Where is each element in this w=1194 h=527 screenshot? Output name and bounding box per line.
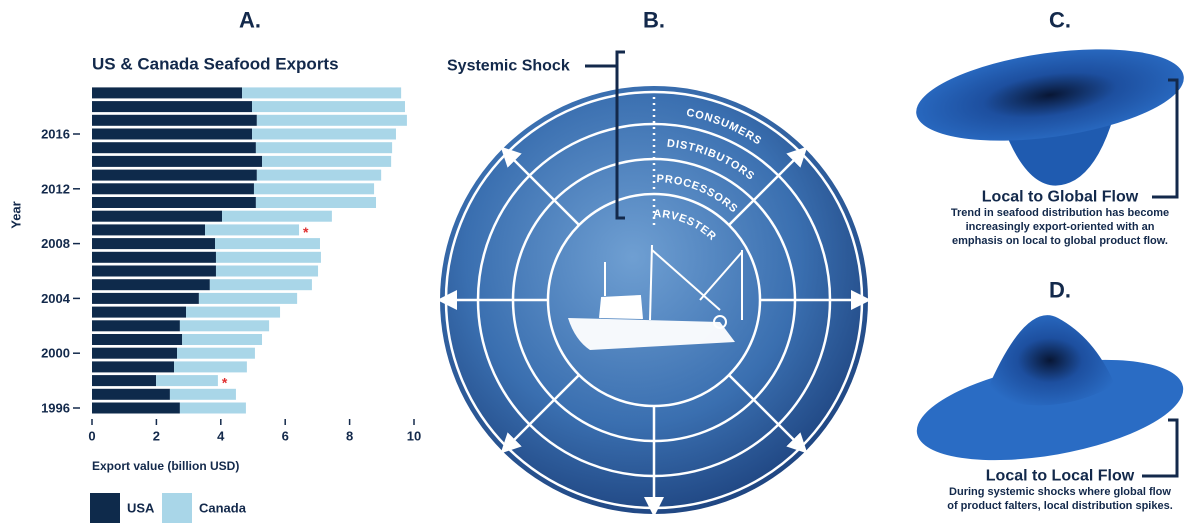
flow-description: emphasis on local to global product flow… <box>952 235 1168 247</box>
bracket <box>1152 78 1179 199</box>
bar-segment <box>215 251 321 263</box>
arrow <box>728 374 808 454</box>
y-axis-title: Year <box>9 201 24 228</box>
flow-description: of product falters, local distribution s… <box>947 500 1173 512</box>
bar-segment <box>92 279 210 291</box>
panel-label: B. <box>643 8 665 33</box>
bar-segment <box>156 375 218 387</box>
bar-segment <box>255 142 393 154</box>
y-tick-label: 2000 <box>41 346 70 361</box>
y-tick-label: 2016 <box>41 127 70 142</box>
bar-segment <box>222 210 332 222</box>
legend-label: USA <box>127 501 155 516</box>
bar-segment <box>256 169 382 181</box>
bar-chart: 1996 2000 2004 2008 2012 2016 * * 0 2 4 6 8 10 USA Cana… <box>41 87 421 523</box>
bar-segment <box>253 183 375 195</box>
bar-segment <box>92 251 216 263</box>
bar-segment <box>256 114 407 126</box>
bar-segment <box>92 155 263 167</box>
bar-segment <box>92 169 257 181</box>
bar-segment <box>182 334 263 345</box>
boat <box>568 244 743 350</box>
legend-label: Canada <box>199 501 247 516</box>
legend-swatch <box>162 493 192 523</box>
bar-segment <box>92 224 206 236</box>
bar-segment <box>92 334 183 345</box>
flow-title: Local to Local Flow <box>986 468 1135 485</box>
panel-label: A. <box>239 8 261 33</box>
bar-segment <box>92 388 170 400</box>
bar-segment <box>92 361 175 373</box>
bar-segment <box>92 197 256 208</box>
bar-segment <box>179 320 270 332</box>
bar-segment <box>92 87 243 99</box>
shock-bracket <box>585 50 625 220</box>
annotation: * <box>222 375 228 391</box>
panel-label: D. <box>1049 278 1071 303</box>
bar-segment <box>209 279 312 291</box>
arrow <box>500 374 580 454</box>
bar-segment <box>174 361 247 373</box>
bar-segment <box>92 292 199 304</box>
x-tick-label: 10 <box>407 429 421 444</box>
bar-segment <box>92 320 180 332</box>
shock-label: Systemic Shock <box>447 58 570 75</box>
flow-description: increasingly export-oriented with an <box>966 221 1155 233</box>
bar-segment <box>92 101 253 113</box>
bracket <box>1142 418 1179 478</box>
arrow <box>500 146 580 226</box>
global-flow-shape <box>916 49 1184 186</box>
arrow <box>728 146 808 226</box>
bar-segment <box>262 155 392 167</box>
bar-segment <box>215 238 320 250</box>
bar-segment <box>169 388 236 400</box>
flow-title: Local to Global Flow <box>982 189 1139 206</box>
bar-segment <box>252 128 396 140</box>
y-tick-label: 1996 <box>41 401 70 416</box>
x-tick-label: 2 <box>153 429 160 444</box>
x-tick-label: 0 <box>88 429 95 444</box>
panel-label: C. <box>1049 8 1071 33</box>
bar-segment <box>92 142 256 154</box>
bar-segment <box>92 114 257 126</box>
bar-segment <box>92 128 253 140</box>
chart-title: US & Canada Seafood Exports <box>92 55 339 74</box>
arrows <box>437 146 871 517</box>
bar-segment <box>92 347 178 359</box>
bar-segment <box>198 292 298 304</box>
y-tick-label: 2008 <box>41 236 70 251</box>
y-tick-label: 2012 <box>41 181 70 196</box>
x-axis-title: Export value (billion USD) <box>92 459 239 473</box>
flow-description: During systemic shocks where global flow <box>949 486 1171 498</box>
bar-segment <box>205 224 300 236</box>
bar-segment <box>92 265 216 277</box>
bar-segment <box>92 402 180 414</box>
x-tick-label: 4 <box>217 429 225 444</box>
annotation: * <box>303 224 309 240</box>
flow-description: Trend in seafood distribution has become <box>951 207 1169 219</box>
bar-segment <box>186 306 281 318</box>
bar-segment <box>92 375 157 387</box>
x-tick-label: 6 <box>282 429 289 444</box>
bar-segment <box>92 183 254 195</box>
bar-segment <box>252 101 405 113</box>
legend-swatch <box>90 493 120 523</box>
bar-segment <box>255 197 377 208</box>
y-tick-label: 2004 <box>41 291 71 306</box>
bar-segment <box>92 306 187 318</box>
x-tick-label: 8 <box>346 429 353 444</box>
flow-descriptions: Trend in seafood distribution has become… <box>947 207 1173 512</box>
bar-segment <box>242 87 402 99</box>
bar-segment <box>215 265 319 277</box>
bar-segment <box>179 402 246 414</box>
bar-segment <box>92 210 223 222</box>
bar-segment <box>92 238 216 250</box>
bar-segment <box>177 347 255 359</box>
local-flow-shape <box>916 315 1184 461</box>
